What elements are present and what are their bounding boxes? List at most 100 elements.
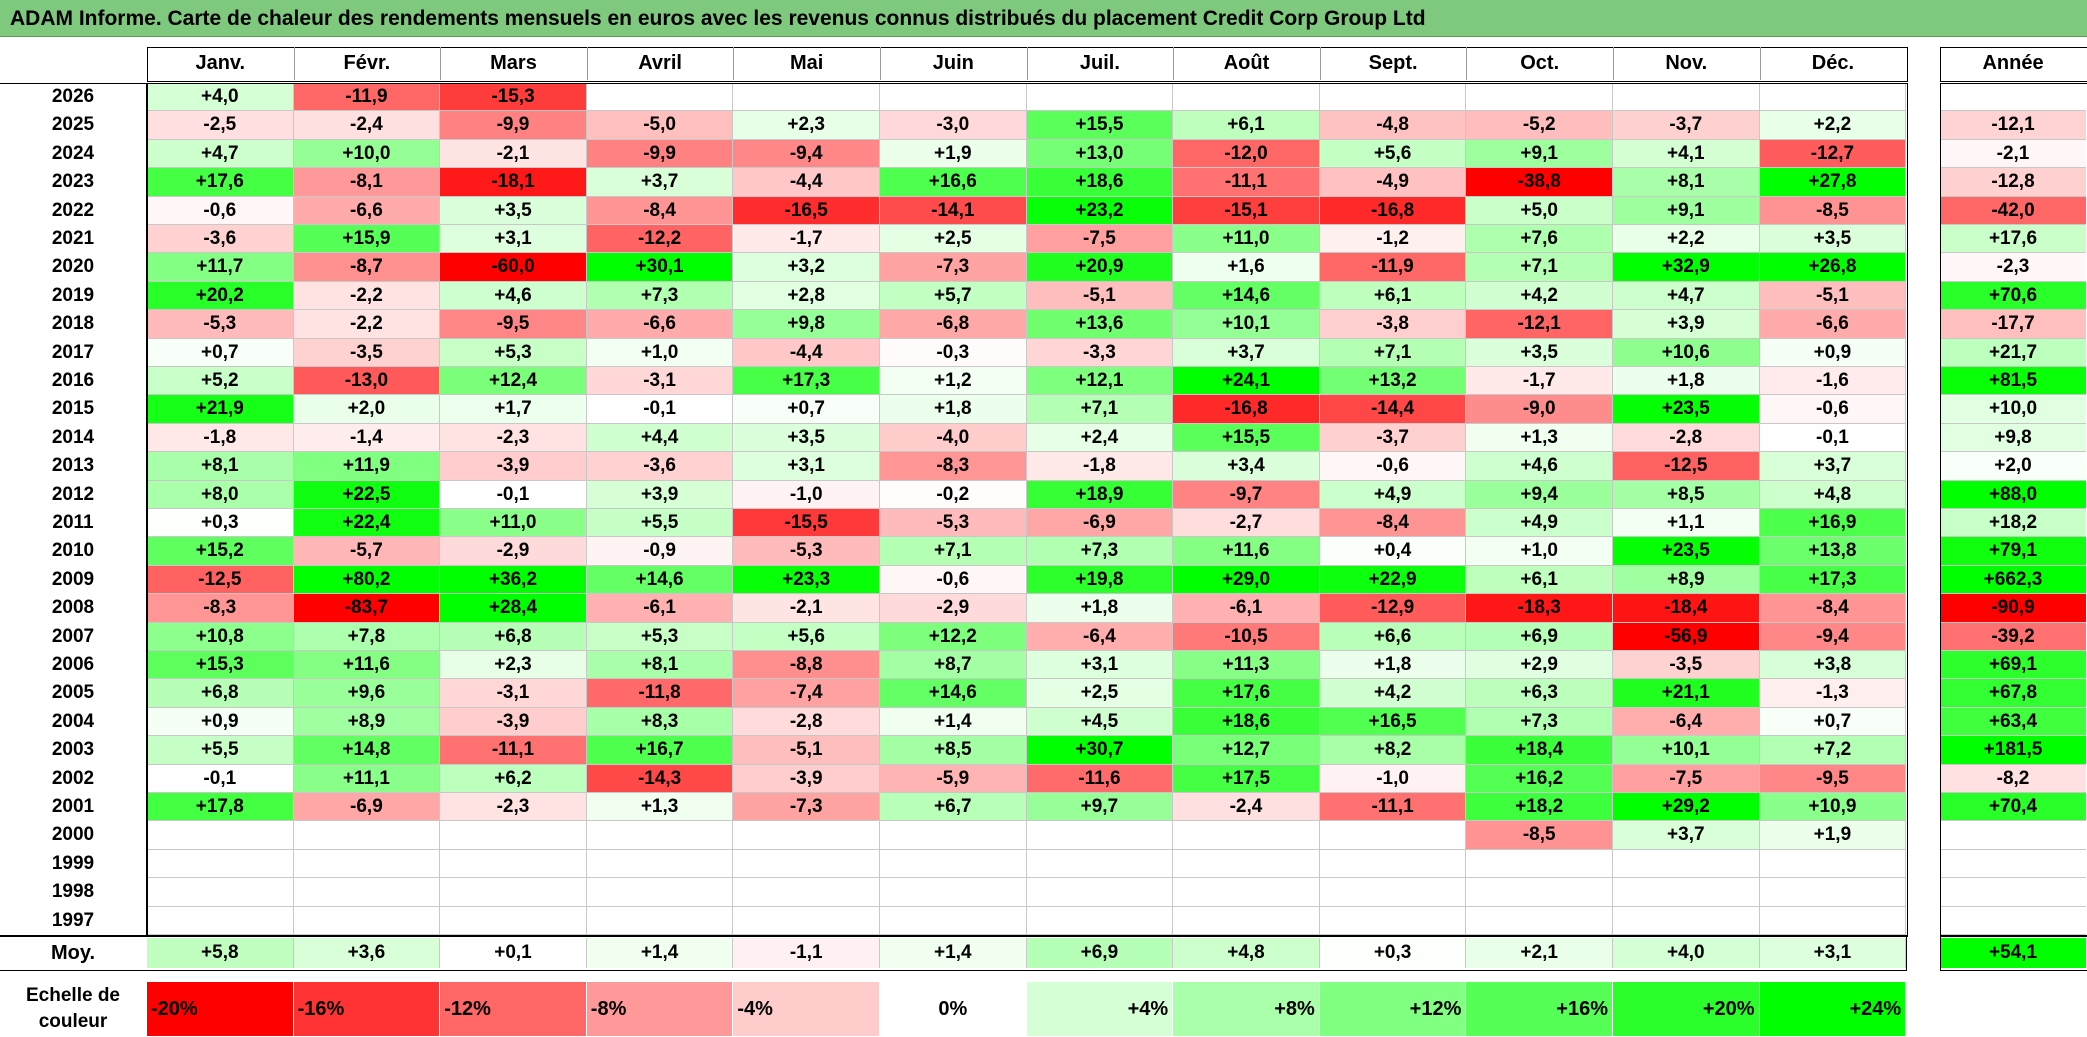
heatmap-cell: +6,7 [880, 793, 1027, 822]
annual-total-cell [1940, 83, 2086, 112]
heatmap-cell: +17,5 [1173, 764, 1320, 793]
heatmap-cell: +3,8 [1759, 651, 1907, 680]
heatmap-cell: +11,0 [1173, 225, 1320, 254]
average-cell: +6,9 [1026, 938, 1174, 968]
heatmap-cell: +3,5 [1466, 338, 1613, 367]
heatmap-cell: +3,2 [733, 253, 880, 282]
heatmap-cell: -2,1 [440, 139, 587, 169]
heatmap-cell: +20,2 [147, 281, 294, 311]
heatmap-cell: +4,2 [1319, 679, 1467, 708]
heatmap-cell [293, 821, 441, 850]
heatmap-cell: -5,1 [1759, 281, 1907, 311]
heatmap-cell [586, 83, 734, 112]
heatmap-cell: +20,9 [1026, 253, 1174, 282]
heatmap-cell: +8,1 [1613, 168, 1760, 197]
month-header: Mai [790, 52, 824, 74]
heatmap-cell: +11,7 [147, 253, 294, 282]
scale-swatch: -8% [586, 982, 733, 1036]
heatmap-cell: +4,7 [1613, 281, 1760, 311]
heatmap-cell: +11,9 [293, 452, 441, 481]
heatmap-cell: +14,8 [293, 736, 441, 765]
heatmap-cell: +1,8 [1613, 367, 1760, 396]
heatmap-cell [1319, 878, 1467, 907]
heatmap-cell: -6,6 [1759, 310, 1907, 339]
heatmap-cell [1026, 878, 1174, 907]
heatmap-cell: +6,1 [1173, 111, 1320, 140]
year-label: 2000 [51, 824, 95, 846]
heatmap-cell: -5,2 [1466, 111, 1613, 140]
heatmap-cell: -2,7 [1173, 509, 1320, 538]
heatmap-cell: +3,7 [1613, 821, 1760, 850]
heatmap-cell: +5,0 [1466, 196, 1613, 225]
heatmap-cell: +1,0 [1466, 537, 1613, 566]
heatmap-cell: -1,4 [293, 423, 441, 453]
heatmap-cell: +3,9 [586, 480, 734, 509]
heatmap-cell: +1,3 [586, 793, 734, 822]
heatmap-cell: +8,0 [147, 480, 294, 509]
heatmap-cell [1173, 821, 1320, 850]
heatmap-cell: +29,2 [1613, 793, 1760, 822]
heatmap-cell: +15,5 [1173, 423, 1320, 453]
heatmap-cell: -1,8 [147, 423, 294, 453]
year-label: 2012 [51, 483, 95, 505]
heatmap-cell: +16,2 [1466, 764, 1613, 793]
heatmap-cell [440, 906, 587, 935]
year-total-header: Année [1982, 52, 2044, 74]
heatmap-cell: +8,2 [1319, 736, 1467, 765]
heatmap-cell [1026, 83, 1174, 112]
heatmap-cell: +1,2 [880, 367, 1027, 396]
heatmap-cell: -6,6 [293, 196, 441, 225]
average-cell: +3,6 [293, 938, 441, 968]
heatmap-cell: -9,7 [1173, 480, 1320, 509]
annual-total-cell [1940, 849, 2086, 879]
month-header: Juil. [1079, 52, 1120, 74]
heatmap-cell: +5,3 [440, 338, 587, 367]
heatmap-cell: +11,1 [293, 764, 441, 793]
heatmap-cell: +7,1 [880, 537, 1027, 566]
year-label: 2019 [51, 284, 95, 306]
heatmap-cell: -9,5 [1759, 764, 1907, 793]
heatmap-cell: -11,9 [1319, 253, 1467, 282]
heatmap-cell: +4,6 [1466, 452, 1613, 481]
average-cell: +5,8 [147, 938, 294, 968]
heatmap-cell: +6,8 [440, 622, 587, 651]
heatmap-cell: +21,1 [1613, 679, 1760, 708]
heatmap-cell: +6,1 [1466, 565, 1613, 595]
heatmap-cell: -3,5 [1613, 651, 1760, 680]
heatmap-cell: +27,8 [1759, 168, 1907, 197]
heatmap-cell: +11,6 [1173, 537, 1320, 566]
heatmap-cell: +2,3 [440, 651, 587, 680]
heatmap-cell: -9,0 [1466, 395, 1613, 424]
heatmap-cell: -2,8 [733, 707, 880, 737]
heatmap-cell [1613, 878, 1760, 907]
average-cell: +1,4 [880, 938, 1027, 968]
heatmap-cell: +10,1 [1173, 310, 1320, 339]
heatmap-cell [1026, 906, 1174, 935]
heatmap-cell: -7,3 [880, 253, 1027, 282]
year-label: 2010 [51, 540, 95, 562]
heatmap-cell: -8,1 [293, 168, 441, 197]
heatmap-cell: +3,9 [1613, 310, 1760, 339]
scale-swatch: -4% [733, 982, 879, 1036]
average-cell: +0,3 [1319, 938, 1467, 968]
annual-total-cell: -90,9 [1940, 594, 2086, 623]
annual-total-cell [1940, 878, 2086, 907]
year-label: 2013 [51, 455, 95, 477]
average-cell: +3,1 [1759, 938, 1907, 968]
heatmap-cell: -14,3 [586, 764, 734, 793]
average-annual-cell: +54,1 [1940, 938, 2086, 968]
year-label: 2015 [51, 398, 95, 420]
heatmap-cell: -0,6 [1759, 395, 1907, 424]
heatmap-cell: +1,9 [1759, 821, 1907, 850]
report-title: ADAM Informe. Carte de chaleur des rende… [10, 7, 1426, 30]
heatmap-cell: +2,3 [733, 111, 880, 140]
annual-total-cell [1940, 821, 2086, 850]
heatmap-cell: -1,8 [1026, 452, 1174, 481]
heatmap-cell: +1,3 [1466, 423, 1613, 453]
annual-total-cell: -17,7 [1940, 310, 2086, 339]
annual-total-cell: +181,5 [1940, 736, 2086, 765]
heatmap-cell: -3,9 [733, 764, 880, 793]
annual-total-cell: +10,0 [1940, 395, 2086, 424]
heatmap-cell: -6,1 [1173, 594, 1320, 623]
scale-swatch: +20% [1613, 982, 1759, 1036]
